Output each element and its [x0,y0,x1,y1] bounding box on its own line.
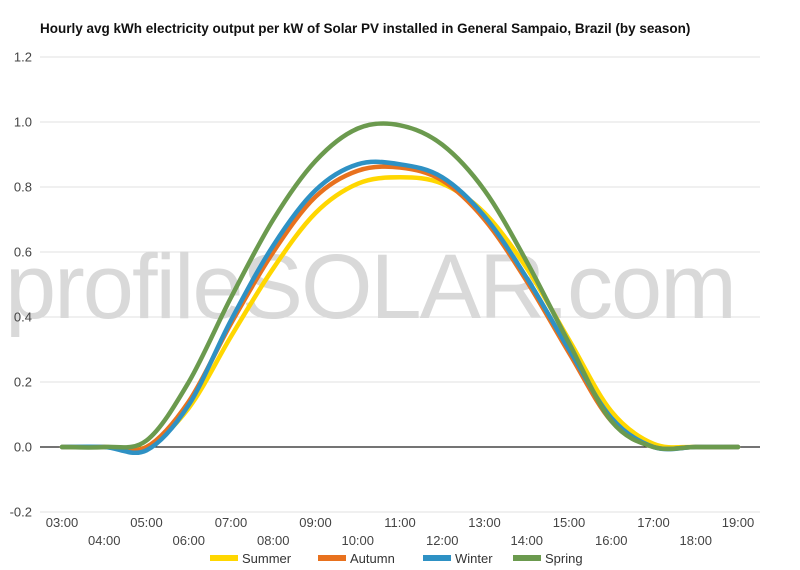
y-axis: -0.2 0.0 0.2 0.4 0.6 0.8 1.0 1.2 [10,50,32,520]
legend-item-winter[interactable]: Winter [423,551,493,566]
x-tick-label: 03:00 [46,515,79,530]
grid [40,56,760,513]
x-tick-label: 11:00 [384,515,416,530]
x-tick-label: 06:00 [172,533,205,548]
watermark-text: profileSOLAR.com [5,236,735,338]
x-tick-label: 18:00 [679,533,712,548]
chart-title: Hourly avg kWh electricity output per kW… [40,21,690,36]
y-tick-label: 0.8 [14,180,32,195]
x-tick-label: 05:00 [130,515,163,530]
x-tick-label: 17:00 [637,515,670,530]
legend-swatch [513,555,541,561]
y-tick-label: -0.2 [10,505,32,520]
legend-label: Winter [455,551,493,566]
x-tick-label: 15:00 [553,515,586,530]
x-tick-label: 12:00 [426,533,459,548]
plot-area [59,121,741,456]
x-tick-label: 07:00 [215,515,248,530]
legend-item-spring[interactable]: Spring [513,551,583,566]
legend-swatch [423,555,451,561]
legend-item-summer[interactable]: Summer [210,551,292,566]
x-tick-label: 19:00 [722,515,755,530]
x-tick-label: 10:00 [341,533,374,548]
x-tick-label: 13:00 [468,515,501,530]
y-tick-label: 1.0 [14,115,32,130]
legend: Summer Autumn Winter Spring [210,551,583,566]
legend-swatch [318,555,346,561]
y-tick-label: 0.2 [14,375,32,390]
legend-item-autumn[interactable]: Autumn [318,551,395,566]
x-tick-label: 04:00 [88,533,121,548]
series-line-spring [59,121,741,452]
x-tick-label: 09:00 [299,515,332,530]
x-tick-label: 08:00 [257,533,290,548]
legend-swatch [210,555,238,561]
series-line-winter [59,159,741,456]
x-axis: 03:00 04:00 05:00 06:00 07:00 08:00 09:00 10:00… [46,515,755,548]
y-tick-label: 1.2 [14,50,32,65]
legend-label: Summer [242,551,292,566]
y-tick-label: 0.4 [14,310,32,325]
y-tick-label: 0.0 [14,440,32,455]
x-tick-label: 14:00 [510,533,543,548]
legend-label: Spring [545,551,583,566]
legend-label: Autumn [350,551,395,566]
y-tick-label: 0.6 [14,245,32,260]
x-tick-label: 16:00 [595,533,628,548]
